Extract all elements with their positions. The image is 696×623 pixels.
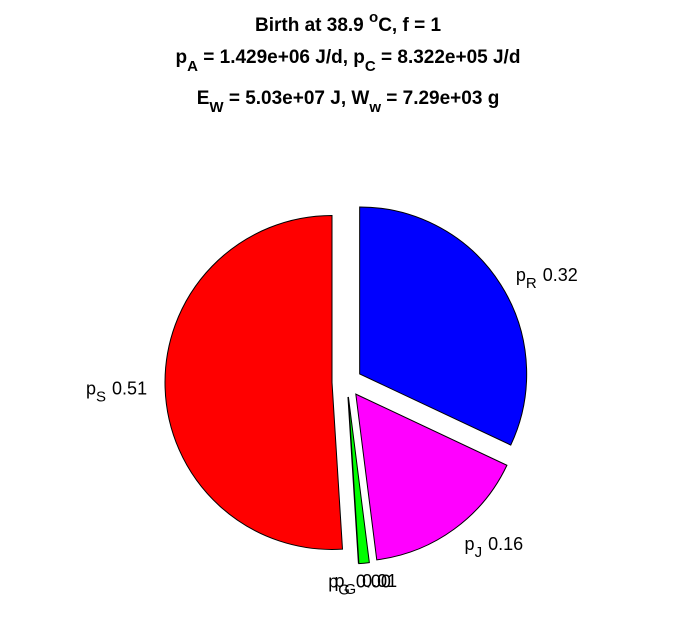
label-symbol: p: [334, 571, 344, 591]
slice-label: pS 0.51: [86, 378, 147, 405]
pie-slice: [359, 206, 528, 446]
label-category: G: [344, 581, 356, 598]
label-symbol: p: [328, 572, 338, 592]
label-category: R: [526, 275, 537, 292]
title-part: C: [365, 58, 376, 75]
label-category: J: [475, 544, 483, 561]
label-symbol: p: [86, 378, 96, 398]
pie-slice: [355, 393, 508, 561]
pie-slice: [164, 214, 344, 550]
slice-label: pG 0.01: [334, 571, 397, 598]
title-part: A: [187, 58, 198, 75]
chart-title: Birth at 38.9 oC, f = 1: [255, 9, 441, 36]
title-part: = 1.429e+06 J/d, p: [198, 47, 365, 68]
slice-label: pR 0.32: [516, 265, 578, 292]
chart-title: EW = 5.03e+07 J, Ww = 7.29e+03 g: [197, 88, 500, 116]
title-part: o: [369, 9, 378, 26]
label-category: S: [96, 388, 106, 405]
label-value: 0.16: [488, 534, 523, 554]
slice-label: pG 0.00: [328, 572, 391, 599]
title-part: Birth at 38.9: [255, 15, 369, 36]
title-part: = 7.29e+03 g: [381, 88, 499, 109]
label-value: 0.51: [112, 378, 147, 398]
title-part: p: [176, 47, 188, 68]
title-part: E: [197, 88, 210, 109]
label-symbol: p: [516, 265, 526, 285]
slice-label: pJ 0.16: [465, 534, 524, 561]
label-value: 0.01: [362, 571, 397, 591]
title-part: w: [368, 99, 381, 116]
title-part: = 8.322e+05 J/d: [376, 47, 521, 68]
label-symbol: p: [465, 534, 475, 554]
title-part: = 5.03e+07 J, W: [224, 88, 370, 109]
label-value: 0.00: [356, 572, 391, 592]
chart-title: pA = 1.429e+06 J/d, pC = 8.322e+05 J/d: [176, 47, 521, 75]
title-part: W: [209, 99, 224, 116]
label-value: 0.32: [543, 265, 578, 285]
label-category: G: [338, 582, 350, 599]
title-part: C, f = 1: [378, 15, 441, 36]
